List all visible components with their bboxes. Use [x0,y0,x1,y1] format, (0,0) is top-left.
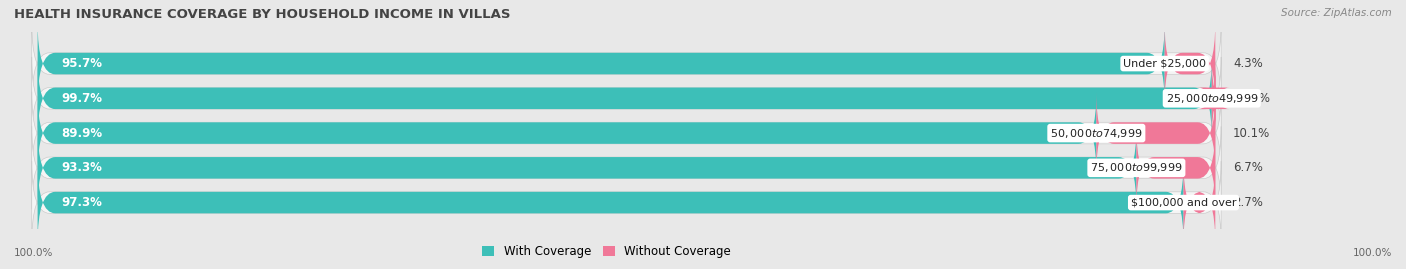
Text: 0.35%: 0.35% [1233,92,1271,105]
FancyBboxPatch shape [32,126,1222,209]
Text: Source: ZipAtlas.com: Source: ZipAtlas.com [1281,8,1392,18]
Text: $50,000 to $74,999: $50,000 to $74,999 [1050,127,1143,140]
FancyBboxPatch shape [32,57,1222,140]
Text: $75,000 to $99,999: $75,000 to $99,999 [1090,161,1182,174]
Legend: With Coverage, Without Coverage: With Coverage, Without Coverage [482,245,731,258]
Text: 10.1%: 10.1% [1233,127,1270,140]
FancyBboxPatch shape [1136,126,1215,209]
Text: 93.3%: 93.3% [62,161,103,174]
Text: 100.0%: 100.0% [14,248,53,258]
FancyBboxPatch shape [1097,92,1215,174]
FancyBboxPatch shape [38,92,1097,174]
FancyBboxPatch shape [1184,161,1215,244]
Text: 100.0%: 100.0% [1353,248,1392,258]
FancyBboxPatch shape [1198,57,1229,140]
Text: $25,000 to $49,999: $25,000 to $49,999 [1166,92,1258,105]
Text: 6.7%: 6.7% [1233,161,1263,174]
Text: HEALTH INSURANCE COVERAGE BY HOUSEHOLD INCOME IN VILLAS: HEALTH INSURANCE COVERAGE BY HOUSEHOLD I… [14,8,510,21]
FancyBboxPatch shape [38,126,1136,209]
FancyBboxPatch shape [38,161,1184,244]
Text: 4.3%: 4.3% [1233,57,1263,70]
Text: Under $25,000: Under $25,000 [1123,59,1206,69]
Text: 95.7%: 95.7% [62,57,103,70]
FancyBboxPatch shape [32,161,1222,244]
FancyBboxPatch shape [1164,22,1215,105]
FancyBboxPatch shape [32,22,1222,105]
Text: 89.9%: 89.9% [62,127,103,140]
FancyBboxPatch shape [38,57,1212,140]
Text: 99.7%: 99.7% [62,92,103,105]
FancyBboxPatch shape [32,92,1222,174]
Text: 97.3%: 97.3% [62,196,103,209]
FancyBboxPatch shape [38,22,1164,105]
Text: 2.7%: 2.7% [1233,196,1263,209]
Text: $100,000 and over: $100,000 and over [1130,198,1236,208]
